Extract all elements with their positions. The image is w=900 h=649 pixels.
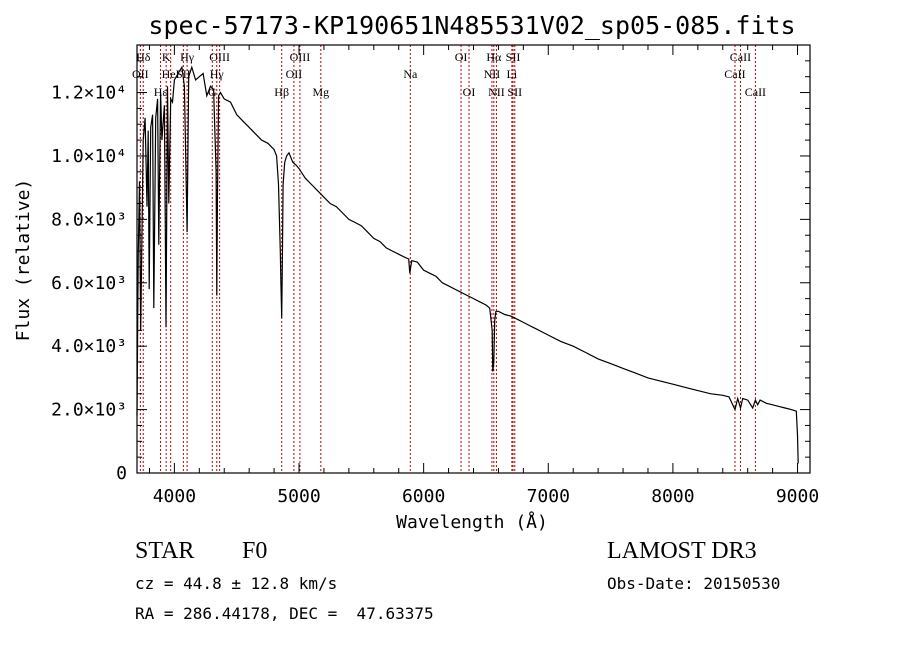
line-marker-label-18: NII <box>484 67 501 81</box>
x-tick-label-1: 5000 <box>277 486 320 507</box>
spectral-line-markers <box>139 45 756 473</box>
line-marker-label-0: Hδ <box>136 50 151 64</box>
line-marker-label-17: Hα <box>486 50 502 64</box>
plot-frame <box>136 44 811 474</box>
x-tick-label-4: 8000 <box>651 486 694 507</box>
line-marker-label-16: OI <box>463 85 476 99</box>
y-tick-label-5: 1.0×10⁴ <box>51 146 127 167</box>
line-marker-label-24: CaII <box>724 67 745 81</box>
redshift-value: cz = 44.8 ± 12.8 km/s <box>135 574 338 593</box>
coordinates: RA = 286.44178, DEC = 47.63375 <box>135 604 434 623</box>
line-marker-label-7: OIII <box>209 50 230 64</box>
line-marker-label-14: Na <box>403 67 418 81</box>
y-axis-label: Flux (relative) <box>13 179 34 342</box>
y-tick-label-0: 0 <box>116 463 127 484</box>
observation-date: Obs-Date: 20150530 <box>607 574 781 593</box>
x-axis-ticks: 4000 5000 6000 7000 8000 9000 <box>148 45 819 507</box>
x-tick-label-3: 7000 <box>527 486 570 507</box>
line-marker-label-3: K <box>162 50 171 64</box>
line-marker-label-15: OI <box>455 50 468 64</box>
y-axis-ticks: 0 2.0×10³ 4.0×10³ 6.0×10³ 8.0×10³ 1.0×10⁴ 1.2×… <box>51 60 810 484</box>
line-marker-label-5: Hγ <box>180 50 195 64</box>
line-marker-label-11: OII <box>286 67 303 81</box>
line-marker-label-20: SII <box>506 50 521 64</box>
line-marker-label-10: OIII <box>290 50 311 64</box>
line-marker-label-12: Hβ <box>274 85 289 99</box>
line-marker-label-2: Hε <box>154 85 168 99</box>
survey-name: LAMOST DR3 <box>607 538 757 564</box>
object-subclass: F0 <box>242 538 268 564</box>
y-tick-label-2: 4.0×10³ <box>51 336 127 357</box>
x-tick-label-0: 4000 <box>153 486 196 507</box>
line-marker-label-9: G <box>208 85 217 99</box>
line-marker-label-25: CaII <box>745 85 766 99</box>
spectrum-series-line <box>136 65 799 464</box>
y-tick-label-3: 6.0×10³ <box>51 273 127 294</box>
y-tick-label-4: 8.0×10³ <box>51 209 127 230</box>
object-class: STAR <box>135 538 195 564</box>
x-tick-label-5: 9000 <box>776 486 819 507</box>
line-marker-label-8: Hγ <box>210 67 225 81</box>
x-tick-label-2: 6000 <box>402 486 445 507</box>
y-tick-label-6: 1.2×10⁴ <box>51 83 127 104</box>
y-tick-label-1: 2.0×10³ <box>51 400 127 421</box>
x-axis-label: Wavelength (Å) <box>396 511 548 533</box>
line-marker-label-13: Mg <box>312 85 329 99</box>
chart-title: spec-57173-KP190651N485531V02_sp05-085.f… <box>148 11 795 40</box>
line-marker-label-23: CaII <box>730 50 751 64</box>
line-marker-label-1: OII <box>132 67 149 81</box>
line-marker-label-19: NII <box>488 85 505 99</box>
line-marker-label-21: Li <box>507 67 518 81</box>
line-marker-label-22: SII <box>507 85 522 99</box>
